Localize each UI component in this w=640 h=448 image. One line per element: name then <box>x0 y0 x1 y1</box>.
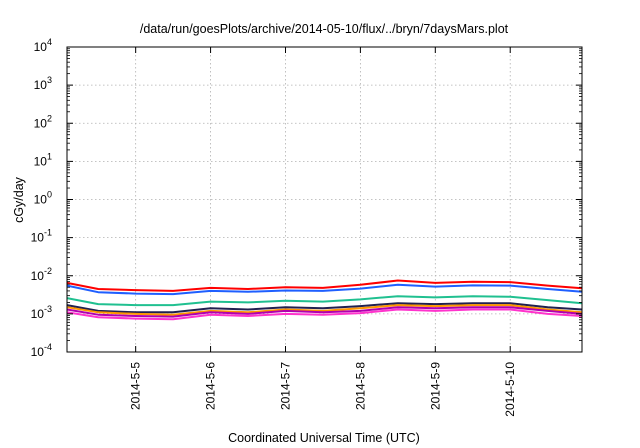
series-line <box>66 283 583 296</box>
x-tick-labels: 2014-5-5 2014-5-6 2014-5-7 2014-5-8 2014-5-9… <box>129 362 518 417</box>
y-tick-label: 103 <box>34 75 52 92</box>
axes <box>66 46 583 353</box>
plot-frame <box>66 46 583 353</box>
y-tick-label: 100 <box>34 190 52 207</box>
x-tick-label: 2014-5-7 <box>278 362 292 410</box>
x-tick-label: 2014-5-9 <box>428 362 442 410</box>
y-tick-label: 101 <box>34 151 52 168</box>
x-tick-label: 2014-5-10 <box>503 362 517 417</box>
series-group <box>66 279 583 321</box>
y-tick-label: 104 <box>34 37 52 54</box>
y-tick-label: 102 <box>34 113 52 130</box>
series-line <box>66 279 583 292</box>
y-tick-label: 10-3 <box>31 304 52 321</box>
grid <box>67 47 582 352</box>
y-tick-label: 10-4 <box>31 342 52 359</box>
y-tick-labels: 10-4 10-3 10-2 10-1 100 101 102 103 104 <box>31 37 52 359</box>
y-axis-title: cGy/day <box>12 176 26 223</box>
x-tick-label: 2014-5-8 <box>353 362 367 410</box>
x-tick-label: 2014-5-6 <box>204 362 218 410</box>
y-tick-label: 10-2 <box>31 266 52 283</box>
x-axis-title: Coordinated Universal Time (UTC) <box>228 431 420 445</box>
series-line <box>66 302 583 314</box>
series-line <box>66 304 583 316</box>
series-line <box>66 306 583 318</box>
chart-title: /data/run/goesPlots/archive/2014-05-10/f… <box>140 22 509 36</box>
x-tick-label: 2014-5-5 <box>129 362 143 410</box>
series-line <box>66 295 583 307</box>
series-line <box>66 308 583 321</box>
y-tick-label: 10-1 <box>31 228 52 245</box>
